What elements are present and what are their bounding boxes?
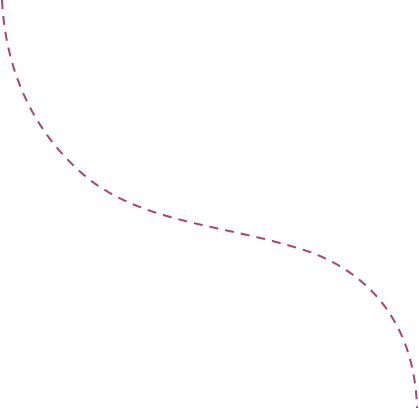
dashed-curve-graphic [1, 0, 418, 408]
dashed-s-curve [1, 0, 418, 408]
canvas [0, 0, 419, 408]
